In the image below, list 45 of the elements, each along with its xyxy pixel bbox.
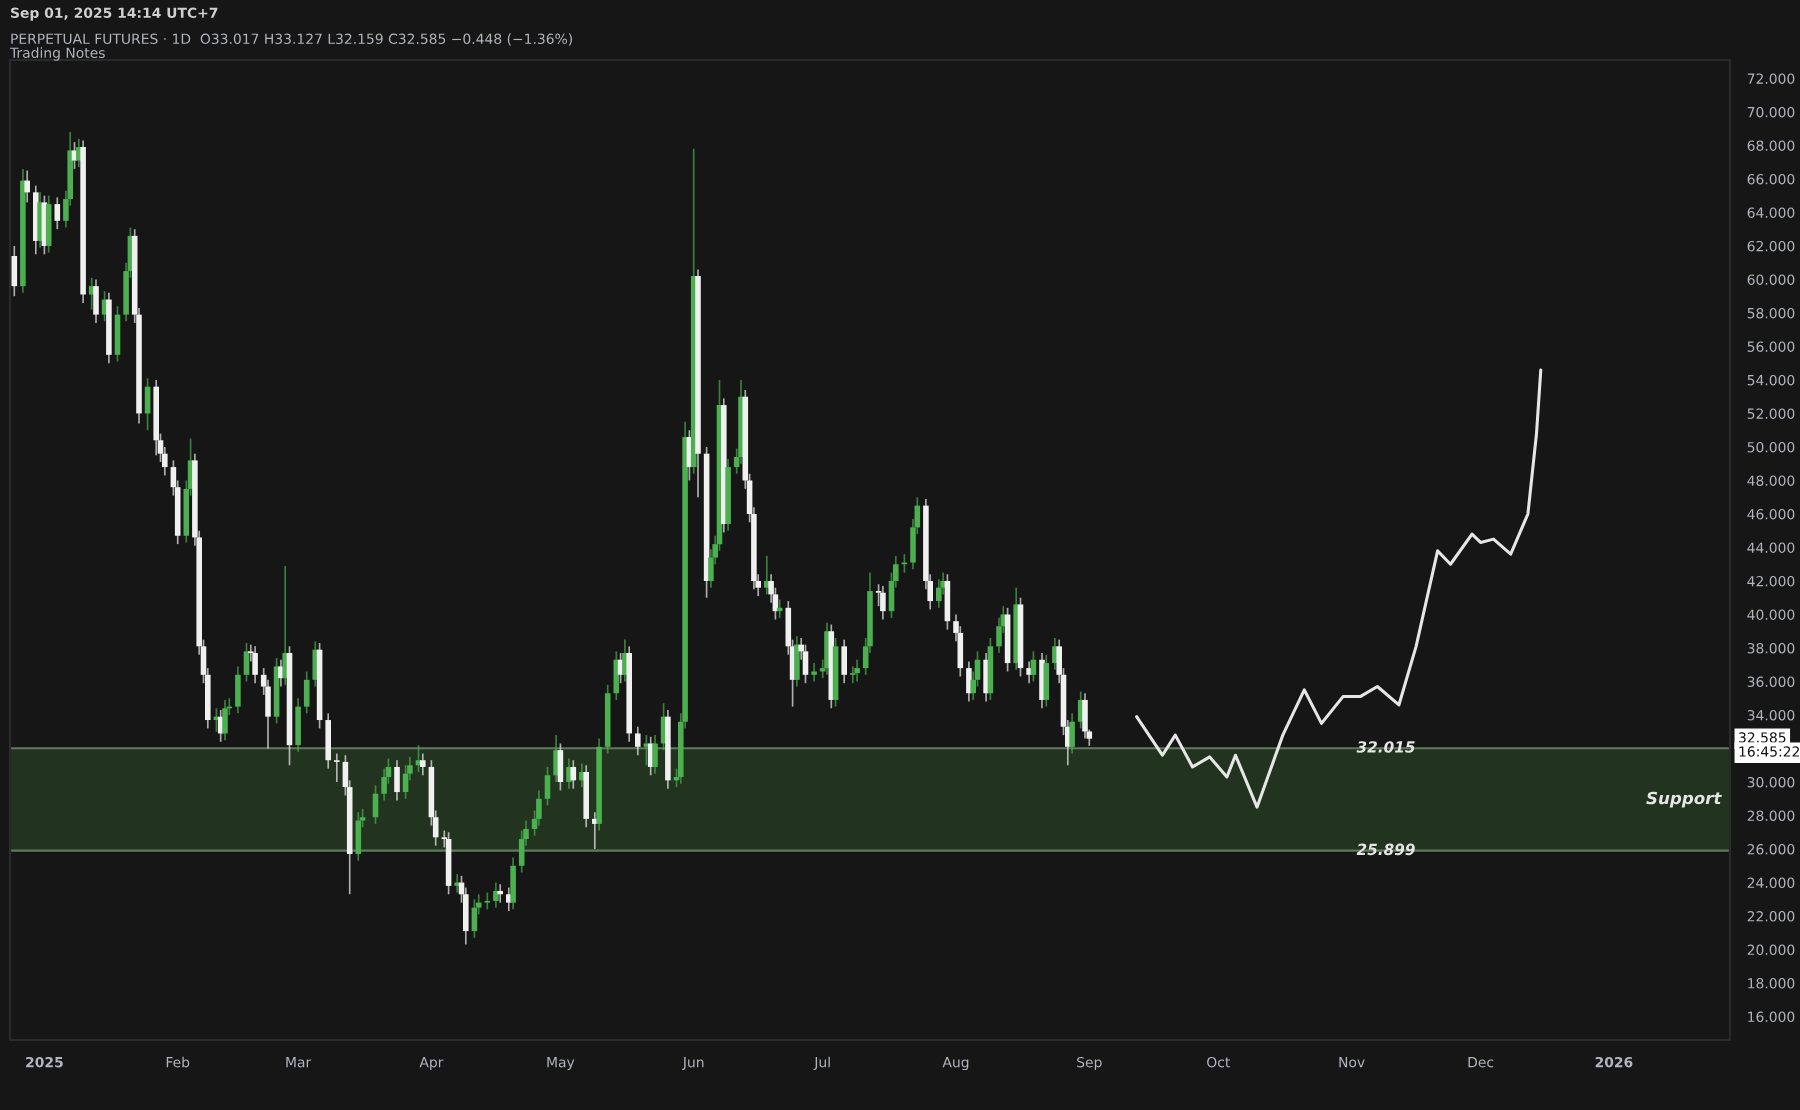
candlestick [652,734,658,775]
candlestick [37,191,43,249]
candlestick [295,697,301,753]
candlestick [518,829,525,874]
candlestick [381,767,387,802]
candlestick [497,883,503,904]
candlestick [24,169,30,204]
candlestick [243,642,250,683]
candlestick [45,194,52,254]
candlestick [510,856,516,911]
candlestick [987,637,994,701]
candlestick [1082,692,1088,740]
candlestick [252,645,258,685]
candlestick [93,278,99,324]
candlestick [854,658,860,683]
candlestick [841,638,847,685]
candlestick [811,662,817,683]
line-series [1135,368,1543,809]
candlestick [850,665,856,685]
candlestick [1026,660,1032,685]
candlestick [566,757,572,790]
candlestick [54,196,61,231]
candlestick [420,752,426,777]
candlestick [880,585,886,621]
candlestick [484,891,491,911]
candlestick [235,665,241,715]
candlestick [802,643,809,685]
candlestick [445,831,452,896]
candlestick [583,764,589,829]
candlestick [824,622,830,676]
candlestick [1069,712,1075,755]
band-label: Support [1646,791,1722,808]
candlestick [303,670,310,715]
candlestick [1043,653,1050,708]
candlestick [635,725,641,757]
candlestick [493,881,499,909]
candlestick [557,742,564,792]
candlestick [325,712,331,770]
candlestick [936,578,942,609]
candlestick [334,752,340,783]
candlestick [794,635,800,688]
candlestick [222,699,228,741]
candlestick [394,759,400,802]
candlestick [1039,652,1045,710]
candlestick [544,766,551,807]
